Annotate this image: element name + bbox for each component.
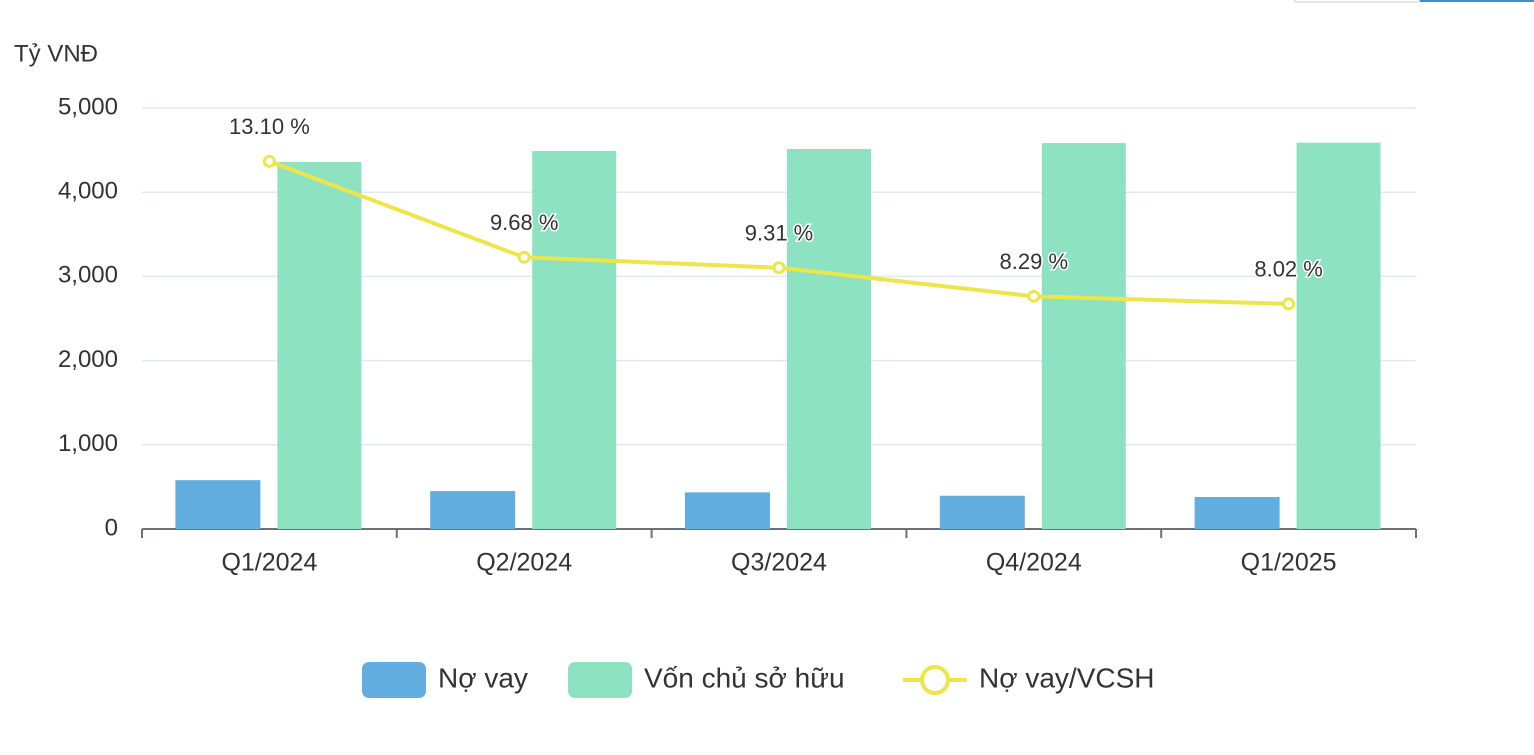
- x-tick-label: Q4/2024: [986, 549, 1082, 577]
- bar: [1194, 497, 1280, 529]
- y-tick-label: 0: [105, 514, 118, 541]
- legend-swatch: [568, 662, 632, 698]
- toolbar-box: [1293, 0, 1421, 3]
- line-point: [1282, 297, 1296, 311]
- bar: [1296, 142, 1381, 529]
- bar: [175, 480, 261, 529]
- x-tick-label: Q1/2024: [221, 549, 317, 577]
- bar: [532, 150, 617, 529]
- bar: [787, 149, 871, 529]
- bar: [685, 492, 770, 529]
- toolbar-button: [1420, 0, 1534, 2]
- line-point: [772, 261, 786, 275]
- data-label: 8.29 %: [1000, 249, 1069, 274]
- data-label: 9.31 %: [745, 221, 814, 246]
- data-label: 13.10 %: [229, 114, 310, 139]
- bar: [1041, 143, 1126, 529]
- line-point: [262, 154, 276, 168]
- bar: [939, 495, 1025, 529]
- data-label: 9.68 %: [490, 210, 559, 235]
- x-tick-label: Q3/2024: [731, 549, 827, 577]
- x-tick-label: Q2/2024: [476, 549, 572, 577]
- bar: [277, 161, 362, 529]
- line-point: [517, 250, 531, 264]
- y-tick-label: 5,000: [58, 93, 118, 120]
- legend-swatch: [362, 662, 426, 698]
- y-tick-label: 3,000: [58, 262, 118, 289]
- y-tick-label: 4,000: [58, 178, 118, 205]
- x-tick-label: Q1/2025: [1241, 549, 1337, 577]
- line-point: [1027, 289, 1041, 303]
- legend-swatch: [920, 665, 950, 695]
- y-axis-label: Tỷ VNĐ: [14, 40, 98, 67]
- legend-label[interactable]: Vốn chủ sở hữu: [644, 662, 845, 693]
- bar: [430, 491, 516, 529]
- y-tick-label: 1,000: [58, 430, 118, 457]
- data-label: 8.02 %: [1254, 257, 1323, 282]
- legend-label[interactable]: Nợ vay/VCSH: [979, 662, 1155, 693]
- y-tick-label: 2,000: [58, 346, 118, 373]
- legend-label[interactable]: Nợ vay: [438, 662, 528, 693]
